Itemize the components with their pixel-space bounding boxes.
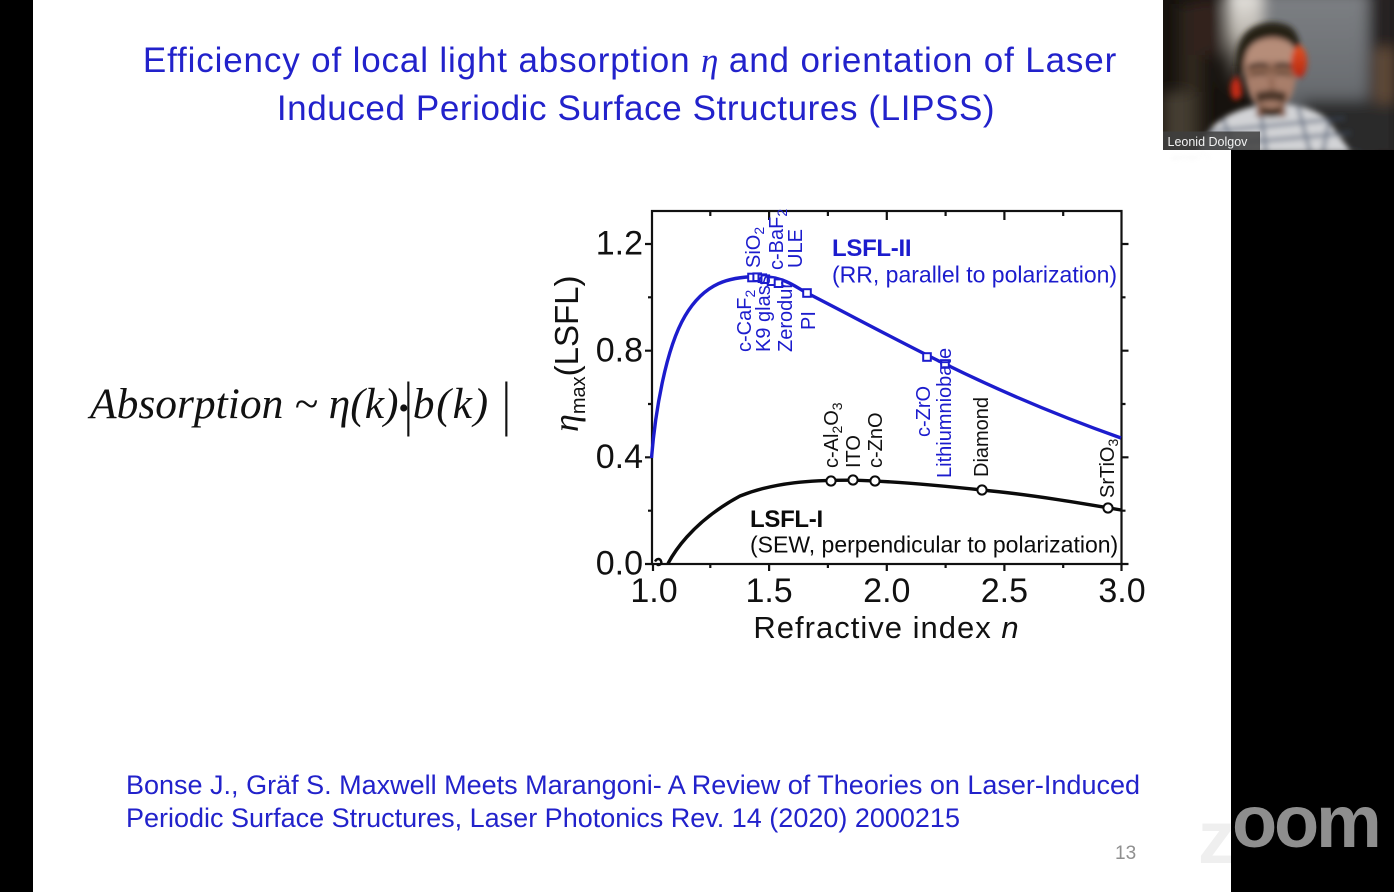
svg-text:(SEW, perpendicular to polariz: (SEW, perpendicular to polarization) (750, 532, 1118, 558)
svg-text:Diamond: Diamond (971, 397, 993, 477)
svg-text:LSFL-II: LSFL-II (832, 235, 911, 262)
svg-text:1.2: 1.2 (596, 225, 643, 263)
svg-text:c-ZnO: c-ZnO (865, 412, 887, 468)
svg-text:Leonid Dolgov: Leonid Dolgov (1168, 135, 1249, 149)
svg-text:c-CaF2: c-CaF2 (734, 290, 758, 352)
svg-text:ηmax(LSFL): ηmax(LSFL) (546, 275, 590, 432)
svg-text:0.0: 0.0 (596, 545, 643, 583)
svg-text:ITO: ITO (843, 435, 865, 468)
svg-text:LSFL-I: LSFL-I (750, 506, 823, 533)
svg-text:0.4: 0.4 (596, 438, 643, 476)
svg-text:PI: PI (798, 311, 820, 330)
svg-text:2.5: 2.5 (981, 572, 1028, 610)
svg-text:ULE: ULE (785, 229, 807, 268)
svg-text:SiO2: SiO2 (743, 227, 767, 268)
svg-text:2.0: 2.0 (863, 572, 910, 610)
svg-text:3.0: 3.0 (1098, 572, 1145, 610)
svg-text:(RR, parallel to polarization): (RR, parallel to polarization) (832, 262, 1117, 288)
svg-text:1.0: 1.0 (630, 572, 677, 610)
svg-text:K9 glass: K9 glass (753, 275, 775, 352)
svg-text:c-Al2O3: c-Al2O3 (821, 402, 845, 468)
svg-text:Lithiumniobate: Lithiumniobate (934, 348, 956, 478)
svg-text:SrTiO3: SrTiO3 (1097, 439, 1121, 498)
svg-text:c-ZrO: c-ZrO (913, 386, 935, 437)
svg-text:0.8: 0.8 (596, 331, 643, 369)
svg-text:1.5: 1.5 (745, 572, 792, 610)
svg-text:Refractive index n: Refractive index n (753, 610, 1019, 645)
svg-text:Zerodur: Zerodur (775, 282, 797, 352)
svg-text:c-BaF2: c-BaF2 (766, 209, 790, 270)
